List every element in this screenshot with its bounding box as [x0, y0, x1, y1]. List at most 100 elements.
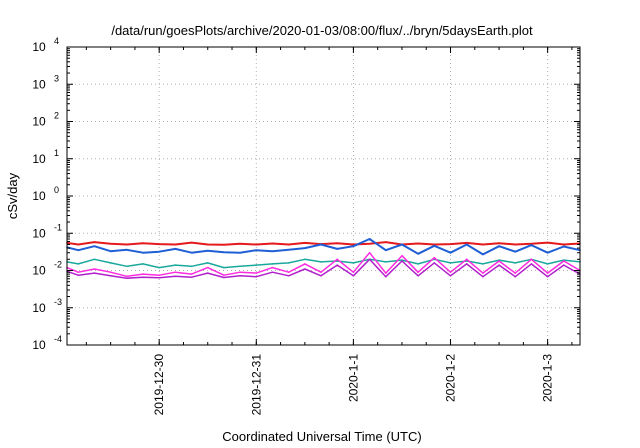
y-tick-exponent: -4 — [54, 334, 62, 344]
y-tick-label: 10 — [32, 189, 46, 203]
series-point — [93, 245, 96, 247]
series-point — [304, 268, 306, 270]
series-point — [385, 272, 387, 274]
series-point — [158, 274, 160, 277]
series-point — [563, 260, 565, 262]
series-point — [401, 254, 403, 257]
series-point — [352, 243, 355, 246]
series-point — [320, 243, 322, 246]
series-point — [174, 248, 177, 250]
series-point — [385, 249, 387, 251]
y-tick-label: 10 — [32, 115, 46, 129]
series-point — [498, 245, 500, 247]
series-point — [239, 265, 241, 268]
series-point — [465, 263, 468, 265]
series-point — [287, 271, 290, 274]
series-point — [239, 275, 241, 277]
series-point — [174, 264, 177, 266]
series-point — [368, 238, 371, 240]
series-point — [109, 250, 112, 252]
series-point — [77, 243, 80, 246]
series-point — [77, 263, 80, 265]
series-point — [142, 263, 144, 265]
series-point — [385, 275, 387, 278]
series-point — [336, 242, 339, 244]
x-tick-label: 2019-12-30 — [152, 354, 166, 416]
x-tick-label: 2020-1-2 — [444, 354, 458, 402]
series-point — [223, 266, 225, 269]
series-point — [563, 264, 565, 266]
series-point — [352, 245, 355, 247]
series-point — [530, 258, 533, 261]
series-point — [546, 275, 549, 278]
series-point — [206, 243, 209, 246]
y-tick-label: 10 — [32, 77, 46, 91]
series-point — [336, 258, 339, 261]
series-point — [239, 251, 241, 254]
chart-title: /data/run/goesPlots/archive/2020-01-03/0… — [111, 23, 533, 38]
y-axis-label: cSv/day — [5, 172, 20, 219]
series-point — [546, 251, 549, 254]
series-point — [206, 266, 209, 269]
series-point — [352, 271, 355, 274]
series-point — [498, 264, 500, 266]
series-point — [126, 265, 128, 268]
series-point — [190, 251, 193, 254]
x-tick-label: 2020-1-3 — [541, 354, 555, 402]
series-point — [336, 264, 339, 266]
series-point — [93, 268, 96, 270]
series-point — [546, 241, 549, 244]
series-point — [304, 263, 306, 265]
series-point — [401, 260, 403, 262]
series-point — [449, 271, 452, 274]
series-point — [142, 251, 144, 254]
y-tick-label: 10 — [32, 338, 46, 352]
series-point — [174, 271, 177, 274]
series-point — [255, 243, 258, 246]
series-point — [368, 258, 371, 261]
series-point — [514, 262, 517, 264]
series-point — [271, 242, 274, 245]
series-point — [206, 249, 209, 252]
series-point — [449, 251, 452, 254]
series-point — [368, 251, 371, 254]
series-point — [465, 243, 468, 246]
series-point — [126, 275, 128, 278]
series-point — [126, 249, 128, 251]
y-tick-exponent: 4 — [54, 36, 59, 46]
series-point — [109, 271, 112, 274]
series-point — [174, 275, 177, 278]
series-point — [77, 271, 80, 274]
series-point — [514, 275, 517, 278]
series-point — [465, 242, 468, 244]
series-point — [255, 249, 258, 251]
y-axis: 10 -4 10 -3 10 -2 10 -1 10 0 10 1 10 2 10 3 10 4 — [32, 36, 580, 352]
series-point — [223, 244, 225, 246]
series-point — [287, 243, 290, 246]
x-tick-label: 2019-12-31 — [249, 354, 263, 416]
series-point — [142, 276, 144, 279]
series-point — [563, 245, 565, 248]
series-point — [271, 266, 274, 269]
series-point — [417, 242, 419, 245]
series-point — [126, 277, 128, 280]
series-point — [271, 250, 274, 252]
series-point — [482, 275, 484, 278]
series-point — [433, 262, 436, 264]
y-tick-exponent: 1 — [54, 148, 59, 158]
series-point — [109, 275, 112, 277]
series-point — [417, 271, 419, 274]
series-point — [449, 275, 452, 277]
series-point — [174, 243, 177, 246]
series-point — [449, 262, 452, 264]
series-point — [304, 258, 306, 261]
series-point — [482, 243, 484, 246]
series-point — [271, 263, 274, 265]
series-point — [287, 249, 290, 251]
y-tick-label: 10 — [32, 226, 46, 240]
series-point — [320, 271, 322, 274]
series-point — [190, 273, 193, 275]
series-point — [514, 243, 517, 246]
series-point — [109, 262, 112, 264]
series-point — [514, 272, 517, 274]
